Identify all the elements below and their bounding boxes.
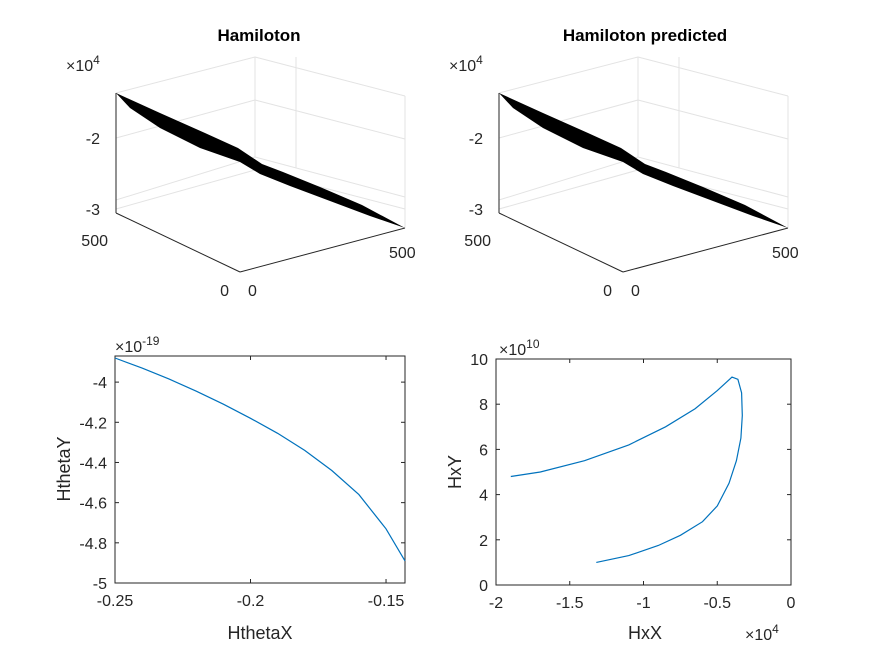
y-axis-label: HthetaY xyxy=(54,436,74,501)
grid-line xyxy=(637,99,789,140)
x-tick-label: -1.5 xyxy=(556,595,584,612)
grid-line xyxy=(498,169,639,210)
grid-line xyxy=(254,99,406,140)
y-tick-label: 4 xyxy=(479,488,488,505)
y-ticks: -4 -4.2 -4.4 -4.6 -4.8 -5 xyxy=(79,375,405,593)
surface-plot-hamiloton: Hamiloton ×104 -2 -3 500 0 0 500 xyxy=(66,26,416,300)
back-edge-top-right xyxy=(637,56,789,97)
y-tick-label: -4 xyxy=(93,375,107,392)
back-edge-top-right xyxy=(254,56,406,97)
x-axis-label: HxX xyxy=(628,623,662,643)
y-tick-label: -4.4 xyxy=(79,455,107,472)
plot-frame xyxy=(114,355,406,584)
y-tick-label: 6 xyxy=(479,442,488,459)
line-plot-htheta: ×10-19 HthetaX HthetaY -0.25 -0.2 -0.15 -4… xyxy=(54,334,406,643)
z-exponent: ×104 xyxy=(66,53,100,75)
x-tick-label: 0 xyxy=(248,283,257,300)
x-ticks: -0.25 -0.2 -0.15 xyxy=(97,356,405,610)
y-tick-label: 500 xyxy=(81,233,108,250)
y-tick-label: 10 xyxy=(470,352,488,369)
grid-line xyxy=(115,99,256,139)
back-wall-right xyxy=(254,57,406,198)
y-tick-label: 2 xyxy=(479,533,488,550)
x-axis xyxy=(622,227,789,273)
y-tick-label: 500 xyxy=(464,233,491,250)
x-tick-label: -0.2 xyxy=(237,593,265,610)
z-exponent: ×104 xyxy=(449,53,483,75)
y-tick-label: 0 xyxy=(479,578,488,595)
x-tick-label: -0.25 xyxy=(97,593,134,610)
y-tick-label: 0 xyxy=(603,283,612,300)
x-tick-label: -0.15 xyxy=(368,593,405,610)
series xyxy=(510,376,743,563)
grid-line xyxy=(115,169,256,210)
series xyxy=(114,357,406,562)
x-tick-label: -2 xyxy=(489,595,503,612)
x-tick-label: -0.5 xyxy=(703,595,731,612)
x-exponent: ×104 xyxy=(745,622,779,644)
chart-title: Hamiloton predicted xyxy=(563,26,727,45)
chart-title: Hamiloton xyxy=(217,26,300,45)
x-tick-label: 0 xyxy=(787,595,796,612)
surface xyxy=(499,93,788,228)
y-exponent: ×1010 xyxy=(499,337,540,359)
y-axis xyxy=(115,212,241,273)
z-tick-label: -2 xyxy=(86,131,100,148)
back-edge-top-left xyxy=(498,56,639,94)
z-tick-label: -3 xyxy=(86,202,100,219)
surface-plot-hamiloton-predicted: Hamiloton predicted ×104 -2 -3 500 0 0 5… xyxy=(449,26,799,300)
x-tick-label: -1 xyxy=(636,595,650,612)
y-ticks: 0 2 4 6 8 10 xyxy=(470,352,791,595)
x-axis-label: HthetaX xyxy=(227,623,292,643)
y-tick-label: 8 xyxy=(479,397,488,414)
y-tick-label: -4.2 xyxy=(79,415,107,432)
x-tick-label: 500 xyxy=(772,245,799,262)
y-exponent: ×10-19 xyxy=(115,334,160,356)
y-tick-label: -5 xyxy=(93,576,107,593)
line-plot-hx: ×1010 ×104 HxX HxY -2 -1.5 -1 -0.5 0 0 2 4 6 8 10 xyxy=(445,337,796,644)
x-tick-label: 500 xyxy=(389,245,416,262)
surface xyxy=(116,93,405,228)
z-tick-label: -3 xyxy=(469,202,483,219)
z-tick-label: -2 xyxy=(469,131,483,148)
y-tick-label: 0 xyxy=(220,283,229,300)
series-line xyxy=(114,357,406,562)
back-wall-right xyxy=(637,57,789,198)
y-tick-label: -4.6 xyxy=(79,496,107,513)
series-line xyxy=(510,376,743,563)
back-edge-top-left xyxy=(115,56,256,94)
y-axis-label: HxY xyxy=(445,455,465,489)
y-tick-label: -4.8 xyxy=(79,536,107,553)
x-ticks: -2 -1.5 -1 -0.5 0 xyxy=(489,359,796,612)
x-axis xyxy=(239,227,406,273)
y-axis xyxy=(498,212,624,273)
grid-line xyxy=(498,99,639,139)
x-tick-label: 0 xyxy=(631,283,640,300)
